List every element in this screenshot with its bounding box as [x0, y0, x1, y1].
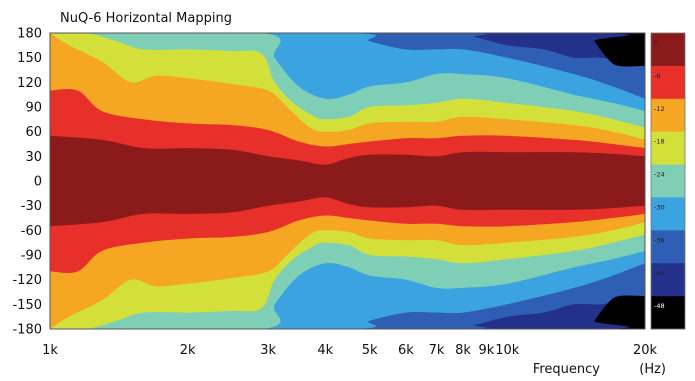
colorbar-label: -6 — [654, 72, 660, 80]
x-axis: 1k 2k 3k 4k 5k 6k 7k 8k 9k 10k 20k — [42, 343, 657, 358]
level-band-18 — [50, 33, 645, 329]
y-tick-label: 0 — [34, 175, 42, 190]
colorbar-swatch — [651, 263, 685, 297]
colorbar-swatch — [651, 98, 685, 132]
x-axis-unit: (Hz) — [639, 362, 666, 377]
colorbar-label: -24 — [654, 171, 665, 179]
x-tick-label: 7k — [429, 343, 445, 358]
x-tick-label: 1k — [42, 343, 58, 358]
level-band-36 — [50, 33, 645, 329]
y-tick-label: 180 — [17, 27, 42, 42]
colorbar-label: -48 — [654, 302, 665, 310]
x-tick-label: 2k — [180, 343, 196, 358]
colorbar-frame — [650, 32, 686, 330]
colorbar-swatch — [651, 230, 685, 264]
y-tick-label: -60 — [21, 224, 42, 239]
plot-frame — [49, 32, 646, 330]
y-tick-label: 150 — [17, 51, 42, 66]
colorbar-swatch — [651, 296, 685, 330]
colorbar: 0 -6 -12 -18 -24 -30 -36 -42 -48 — [650, 32, 686, 330]
y-tick-label: 30 — [25, 150, 42, 165]
x-tick-label: 9k — [478, 343, 494, 358]
plot-area — [49, 32, 646, 330]
y-tick-label: -150 — [12, 298, 42, 313]
x-tick-label: 10k — [495, 343, 520, 358]
y-axis: 180 150 120 90 60 30 0 -30 -60 -90 -120 -150 -180 — [12, 27, 42, 338]
y-tick-label: -180 — [12, 323, 42, 338]
x-tick-label: 5k — [362, 343, 378, 358]
y-tick-label: 90 — [25, 101, 42, 116]
y-tick-label: -120 — [12, 273, 42, 288]
y-tick-label: 120 — [17, 76, 42, 91]
colorbar-swatch — [651, 65, 685, 100]
colorbar-label: -36 — [654, 236, 665, 244]
colorbar-label: -12 — [654, 105, 665, 113]
y-tick-label: -30 — [21, 199, 42, 214]
colorbar-swatch — [651, 131, 685, 165]
x-tick-label: 20k — [633, 343, 658, 358]
colorbar-label: 0 — [654, 39, 658, 47]
y-tick-label: -90 — [21, 249, 42, 264]
x-tick-label: 3k — [260, 343, 276, 358]
x-tick-label: 6k — [398, 343, 414, 358]
colorbar-label: -42 — [654, 269, 665, 277]
x-tick-label: 4k — [317, 343, 333, 358]
x-tick-label: 8k — [455, 343, 471, 358]
colorbar-swatch — [651, 197, 685, 231]
colorbar-swatch — [651, 33, 685, 67]
y-tick-label: 60 — [25, 125, 42, 140]
colorbar-swatch — [651, 164, 685, 198]
colorbar-label: -18 — [654, 138, 665, 146]
x-axis-label: Frequency — [533, 362, 600, 377]
colorbar-label: -30 — [654, 203, 665, 211]
chart-title: NuQ-6 Horizontal Mapping — [60, 11, 232, 26]
